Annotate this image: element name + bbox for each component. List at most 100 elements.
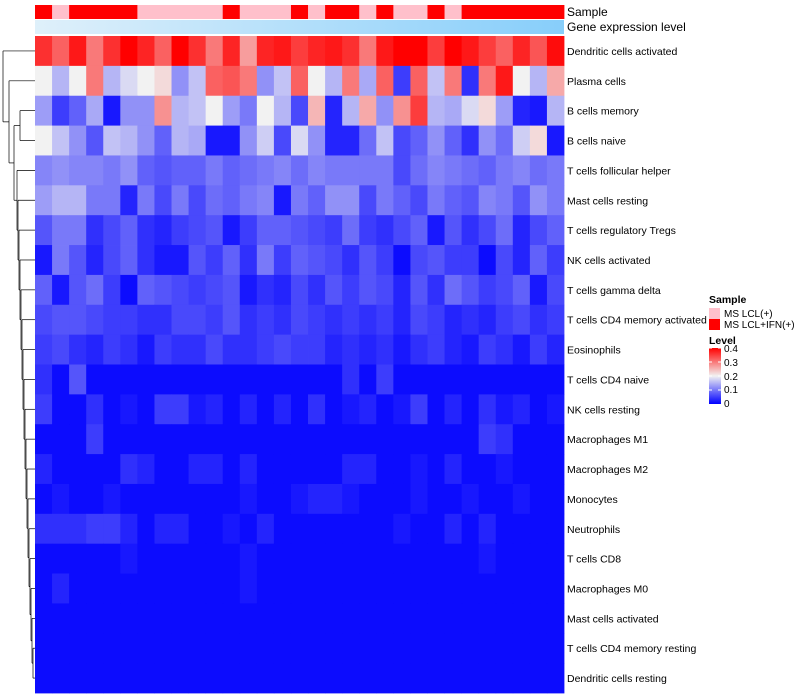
heatmap-cell — [427, 364, 445, 395]
heatmap-cell — [256, 215, 275, 246]
heatmap-cell — [512, 364, 531, 395]
heatmap-cell — [69, 95, 87, 126]
heatmap-cell — [222, 304, 241, 336]
heatmap-cell — [256, 274, 275, 306]
heatmap-cell — [86, 185, 104, 216]
heatmap-cell — [69, 603, 87, 634]
heatmap-cell — [512, 603, 531, 634]
heatmap-cell — [359, 155, 377, 186]
heatmap-cell — [546, 274, 565, 306]
heatmap-cell — [427, 424, 445, 455]
heatmap-cell — [273, 573, 292, 604]
level-tick-0-2: 0.2 — [724, 372, 738, 383]
heatmap-cell — [290, 573, 309, 604]
sample-annotation-cell — [461, 5, 480, 19]
heatmap-cell — [205, 394, 224, 425]
sample-legend-title: Sample — [709, 294, 747, 306]
heatmap-cell — [290, 394, 309, 425]
heatmap-cell — [273, 454, 292, 485]
sample-annotation-cell — [308, 5, 326, 19]
heatmap-cell — [478, 394, 497, 425]
heatmap-cell — [256, 185, 275, 216]
heatmap-cell — [69, 125, 87, 156]
heatmap-cell — [137, 513, 155, 545]
heatmap-cell — [529, 185, 548, 216]
row-label: Mast cells activated — [567, 613, 659, 625]
heatmap-cell — [308, 483, 326, 515]
level-tick-0-4: 0.4 — [724, 344, 738, 355]
heatmap-cell — [120, 633, 138, 664]
heatmap-cell — [376, 65, 394, 97]
heatmap-cell — [359, 543, 377, 574]
heatmap-cell — [154, 36, 172, 67]
heatmap-cell — [342, 125, 360, 156]
heatmap-cell — [205, 304, 224, 336]
heatmap-cell — [290, 364, 309, 395]
heatmap-cell — [393, 543, 411, 574]
heatmap-cell — [154, 245, 172, 276]
heatmap-cell — [222, 95, 241, 126]
heatmap-cell — [427, 215, 445, 246]
heatmap-cell — [154, 454, 172, 485]
heatmap-cell — [273, 334, 292, 365]
heatmap-cell — [239, 573, 258, 604]
heatmap-cell — [171, 95, 189, 126]
heatmap-cell — [325, 95, 343, 126]
heatmap-cell — [376, 304, 394, 336]
heatmap-cell — [546, 663, 565, 694]
row-label: T cells CD4 naive — [567, 374, 649, 386]
heatmap-cell — [546, 603, 565, 634]
heatmap-cell — [273, 65, 292, 97]
heatmap-cell — [546, 155, 565, 186]
heatmap-cell — [461, 215, 480, 246]
heatmap-cell — [376, 543, 394, 574]
sample-annotation-cell — [410, 5, 428, 19]
heatmap-cell — [376, 185, 394, 216]
heatmap-cell — [256, 245, 275, 276]
heatmap-cell — [103, 513, 121, 545]
heatmap-cell — [495, 633, 514, 664]
heatmap-cell — [393, 65, 411, 97]
heatmap-cell — [342, 424, 360, 455]
heatmap-cell — [410, 364, 428, 395]
sample-annotation-cell — [188, 5, 207, 19]
heatmap-cell — [273, 125, 292, 156]
heatmap-cell — [239, 245, 258, 276]
heatmap-cell — [188, 304, 207, 336]
heatmap-cell — [154, 483, 172, 515]
heatmap-cell — [35, 215, 53, 246]
heatmap-cell — [52, 36, 70, 67]
heatmap-cell — [171, 364, 189, 395]
heatmap-cell — [205, 543, 224, 574]
heatmap-cell — [188, 483, 207, 515]
heatmap-cell — [222, 65, 241, 97]
heatmap-cell — [103, 155, 121, 186]
row-label: Macrophages M2 — [567, 464, 648, 476]
row-label: T cells regulatory Tregs — [567, 225, 676, 237]
heatmap-cell — [273, 245, 292, 276]
heatmap-cell — [444, 483, 463, 515]
sample-annotation-cell — [290, 5, 309, 19]
heatmap-cell — [359, 663, 377, 694]
heatmap-cell — [342, 483, 360, 515]
heatmap-cell — [171, 304, 189, 336]
heatmap-cell — [529, 245, 548, 276]
heatmap-cell — [410, 334, 428, 365]
heatmap-cell — [308, 364, 326, 395]
heatmap-cell — [529, 663, 548, 694]
heatmap-cell — [478, 483, 497, 515]
heatmap-cell — [478, 543, 497, 574]
heatmap-cell — [325, 185, 343, 216]
row-label: T cells CD8 — [567, 554, 621, 566]
heatmap-cell — [529, 573, 548, 604]
heatmap-cell — [461, 364, 480, 395]
heatmap-cell — [393, 215, 411, 246]
heatmap-cell — [239, 424, 258, 455]
heatmap-cell — [308, 95, 326, 126]
heatmap-cell — [273, 304, 292, 336]
heatmap-cell — [69, 215, 87, 246]
heatmap-cell — [529, 95, 548, 126]
row-label: B cells memory — [567, 106, 640, 118]
heatmap-cell — [222, 454, 241, 485]
heatmap-cell — [239, 483, 258, 515]
